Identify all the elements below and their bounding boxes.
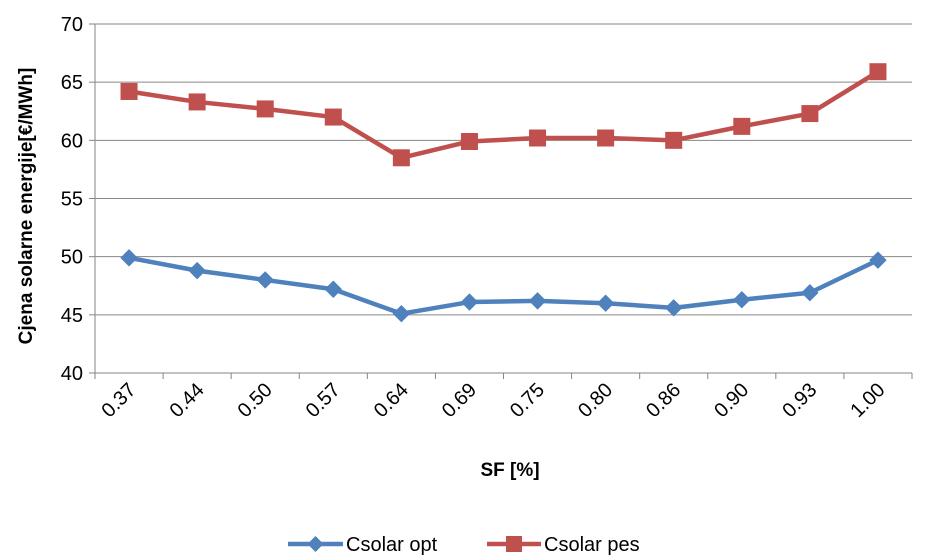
x-tick-label: 0.80 xyxy=(574,379,617,422)
data-point xyxy=(188,261,206,280)
x-tick-label: 0.50 xyxy=(234,379,277,422)
data-point xyxy=(665,131,683,149)
y-tick-label: 70 xyxy=(61,14,83,36)
x-axis-title: SF [%] xyxy=(480,460,539,481)
legend-label: Csolar pes xyxy=(544,534,640,556)
series-layer xyxy=(120,63,887,323)
data-point xyxy=(460,132,478,150)
y-axis-title: Cjena solarne energije[€/MWh] xyxy=(16,68,37,345)
series-line xyxy=(128,255,879,316)
data-point xyxy=(120,82,138,100)
series-csolar-pes xyxy=(120,63,887,167)
data-point xyxy=(801,105,819,123)
data-point xyxy=(460,293,479,311)
axes xyxy=(89,23,913,379)
y-tick-label: 40 xyxy=(61,363,83,385)
y-tick-labels: 40 45 50 55 60 65 70 xyxy=(61,14,83,385)
x-tick-label: 0.86 xyxy=(642,379,685,422)
data-point xyxy=(256,271,274,289)
legend: Csolar opt Csolar pes xyxy=(288,534,640,556)
legend-marker xyxy=(307,536,324,552)
data-point xyxy=(733,291,751,309)
data-point xyxy=(665,299,683,317)
data-point xyxy=(869,63,887,81)
x-tick-label: 0.90 xyxy=(710,379,753,422)
data-point xyxy=(528,292,547,310)
data-point xyxy=(324,280,342,298)
data-point xyxy=(597,129,615,147)
series-line xyxy=(128,69,880,161)
series-csolar-opt xyxy=(120,249,887,323)
data-point xyxy=(733,117,751,135)
legend-item: Csolar opt xyxy=(288,534,438,556)
data-point xyxy=(324,108,342,126)
data-point xyxy=(869,251,887,269)
x-tick-label: 0.69 xyxy=(438,379,481,422)
y-tick-label: 65 xyxy=(61,72,83,94)
data-point xyxy=(392,149,410,167)
y-tick-label: 60 xyxy=(61,130,83,152)
x-tick-label: 1.00 xyxy=(846,379,889,422)
x-tick-label: 0.44 xyxy=(166,379,209,422)
y-tick-label: 50 xyxy=(61,247,83,269)
x-tick-label: 0.75 xyxy=(506,379,549,422)
x-tick-labels: 0.37 0.44 0.50 0.57 0.64 0.69 0.75 0.80 0.86 0.90… xyxy=(97,379,889,422)
data-point xyxy=(188,93,206,111)
legend-label: Csolar opt xyxy=(346,534,438,556)
gridlines xyxy=(95,23,912,316)
data-point xyxy=(256,100,274,118)
x-tick-label: 0.37 xyxy=(97,379,140,422)
x-tick-label: 0.57 xyxy=(302,379,345,422)
y-tick-label: 55 xyxy=(61,189,83,211)
data-point xyxy=(392,304,411,323)
data-point xyxy=(596,294,615,312)
y-tick-label: 45 xyxy=(61,305,83,327)
legend-item: Csolar pes xyxy=(487,534,640,556)
x-tick-label: 0.64 xyxy=(370,379,413,422)
x-tick-label: 0.93 xyxy=(778,379,821,422)
data-point xyxy=(801,284,819,302)
data-point xyxy=(120,249,138,267)
legend-marker xyxy=(506,536,522,552)
data-point xyxy=(529,129,547,147)
